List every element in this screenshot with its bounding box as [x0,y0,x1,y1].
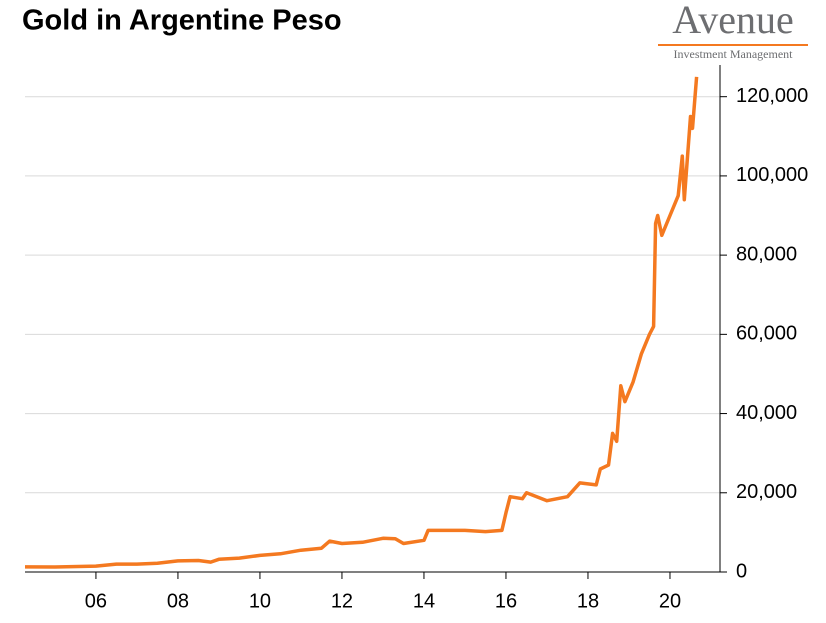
y-tick-label: 80,000 [736,243,797,265]
x-tick-label: 18 [577,590,599,612]
y-tick-label: 40,000 [736,402,797,424]
y-tick-label: 100,000 [736,164,808,186]
y-tick-label: 120,000 [736,85,808,107]
logo-name: Avenue [672,0,793,42]
x-tick-label: 12 [331,590,353,612]
x-tick-label: 08 [167,590,189,612]
x-tick-label: 06 [85,590,107,612]
series-line [24,76,699,569]
y-tick-label: 0 [736,560,747,582]
x-tick-label: 16 [495,590,517,612]
x-tick-label: 20 [659,590,681,612]
x-tick-label: 14 [413,590,435,612]
x-tick-label: 10 [249,590,271,612]
chart-title: Gold in Argentine Peso [22,5,342,37]
logo-tagline: Investment Management [674,47,794,61]
y-tick-label: 60,000 [736,323,797,345]
y-tick-label: 20,000 [736,481,797,503]
